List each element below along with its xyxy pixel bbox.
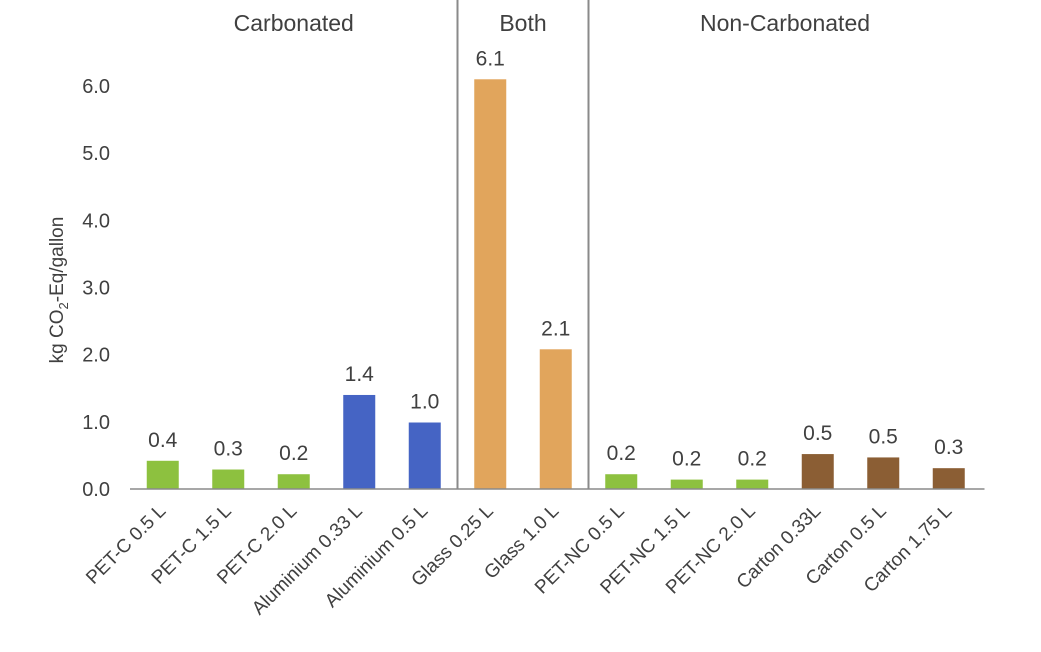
- bar: [146, 460, 179, 489]
- y-axis-label-part-1: kg CO: [47, 309, 68, 363]
- data-label: 2.1: [541, 317, 570, 340]
- y-tick-label: 4.0: [82, 210, 110, 232]
- data-label: 0.2: [672, 448, 701, 471]
- y-axis-label: kg CO2-Eq/gallon: [47, 217, 71, 364]
- y-tick-label: 3.0: [82, 278, 110, 300]
- y-tick-label: 5.0: [82, 143, 110, 165]
- bar: [212, 469, 245, 489]
- bar: [670, 479, 703, 489]
- data-label: 1.0: [410, 391, 439, 414]
- data-labels: 0.4 0.3 0.2 1.4 1.0 6.1 2.1 0.2 0.2 0.2 0.5 0.5 0.3: [148, 47, 963, 470]
- y-axis-label-part-2: -Eq/gallon: [47, 217, 68, 303]
- section-label: Carbonated: [234, 10, 354, 36]
- y-axis-ticks: 0.0 1.0 2.0 3.0 4.0 5.0 6.0: [82, 76, 110, 501]
- bar: [539, 349, 572, 489]
- bar: [343, 394, 376, 489]
- y-tick-label: 6.0: [82, 76, 110, 98]
- bars: [146, 79, 965, 490]
- section-label: Both: [499, 10, 546, 36]
- data-label: 0.5: [803, 422, 832, 445]
- bar: [736, 479, 769, 489]
- y-axis-label-subscript: 2: [56, 302, 71, 309]
- bar: [932, 468, 965, 489]
- category-label: Aluminium 0.33 L: [248, 501, 367, 620]
- data-label: 0.3: [934, 436, 963, 459]
- data-label: 0.5: [869, 425, 898, 448]
- data-label: 6.1: [476, 47, 505, 70]
- bar: [474, 79, 507, 490]
- data-label: 0.2: [607, 442, 636, 465]
- data-label: 1.4: [345, 363, 375, 386]
- section-groups: Carbonated Both Non-Carbonated: [234, 0, 870, 489]
- data-label: 0.2: [279, 442, 308, 465]
- section-label: Non-Carbonated: [700, 10, 870, 36]
- data-label: 0.3: [214, 438, 243, 461]
- bar: [605, 474, 638, 489]
- bar: [801, 454, 834, 489]
- y-tick-label: 0.0: [82, 479, 110, 501]
- bar: [408, 422, 441, 489]
- y-tick-label: 2.0: [82, 345, 110, 367]
- data-label: 0.4: [148, 429, 178, 452]
- bar: [277, 474, 310, 489]
- data-label: 0.2: [738, 448, 767, 471]
- y-tick-label: 1.0: [82, 412, 110, 434]
- bar: [867, 457, 900, 489]
